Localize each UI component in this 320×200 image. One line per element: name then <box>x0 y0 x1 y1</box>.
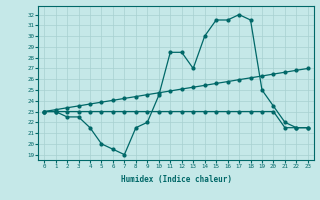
X-axis label: Humidex (Indice chaleur): Humidex (Indice chaleur) <box>121 175 231 184</box>
